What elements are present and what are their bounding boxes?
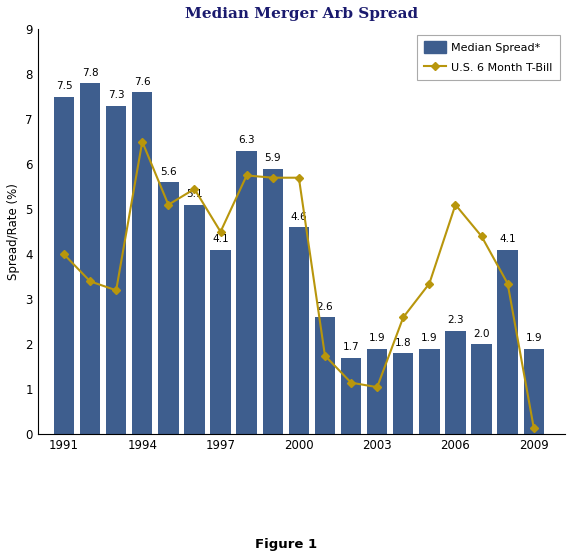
Text: 2.3: 2.3 xyxy=(447,315,464,325)
Bar xyxy=(315,317,335,434)
Bar xyxy=(210,250,231,434)
Text: 6.3: 6.3 xyxy=(239,135,255,145)
Text: 1.9: 1.9 xyxy=(369,334,386,344)
Bar xyxy=(80,83,100,434)
Text: 4.1: 4.1 xyxy=(499,234,516,245)
Bar xyxy=(263,169,283,434)
Text: 7.8: 7.8 xyxy=(82,68,98,78)
Bar xyxy=(523,349,544,434)
Bar xyxy=(132,92,152,434)
Text: 4.6: 4.6 xyxy=(291,212,307,222)
Bar xyxy=(367,349,387,434)
Bar xyxy=(341,358,362,434)
Bar xyxy=(419,349,439,434)
Text: 5.6: 5.6 xyxy=(160,167,177,177)
Bar xyxy=(184,205,205,434)
Bar xyxy=(106,106,126,434)
Bar xyxy=(393,353,414,434)
Bar xyxy=(158,182,178,434)
Text: 7.5: 7.5 xyxy=(55,81,72,91)
Text: 7.6: 7.6 xyxy=(134,77,150,87)
Bar xyxy=(471,344,492,434)
Legend: Median Spread*, U.S. 6 Month T-Bill: Median Spread*, U.S. 6 Month T-Bill xyxy=(417,35,559,80)
Text: 2.0: 2.0 xyxy=(473,329,490,339)
Title: Median Merger Arb Spread: Median Merger Arb Spread xyxy=(185,7,418,21)
Text: 2.6: 2.6 xyxy=(317,302,333,312)
Text: 4.1: 4.1 xyxy=(212,234,229,245)
Bar xyxy=(54,96,74,434)
Text: 1.8: 1.8 xyxy=(395,338,412,348)
Text: 5.9: 5.9 xyxy=(264,153,281,163)
Text: 5.1: 5.1 xyxy=(186,189,202,199)
Text: 7.3: 7.3 xyxy=(108,90,125,100)
Bar xyxy=(498,250,518,434)
Text: 1.7: 1.7 xyxy=(343,343,359,353)
Bar xyxy=(445,331,466,434)
Bar xyxy=(289,227,309,434)
Bar xyxy=(236,151,257,434)
Text: Figure 1: Figure 1 xyxy=(255,539,317,551)
Text: 1.9: 1.9 xyxy=(526,334,542,344)
Text: 1.9: 1.9 xyxy=(421,334,438,344)
Y-axis label: Spread/Rate (%): Spread/Rate (%) xyxy=(7,183,20,280)
